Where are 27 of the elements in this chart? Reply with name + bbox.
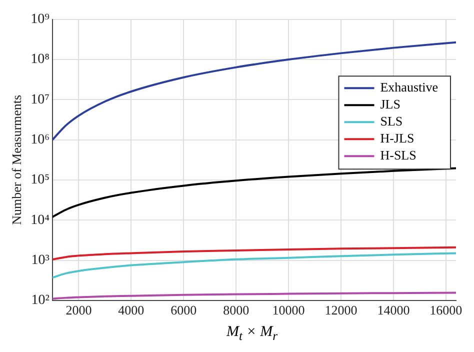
x-tick-label: 2000 bbox=[66, 302, 92, 318]
y-tick-label: 10⁹ bbox=[30, 12, 50, 28]
legend-label: SLS bbox=[380, 114, 403, 129]
x-tick-label: 6000 bbox=[170, 302, 197, 318]
x-tick-label: 16000 bbox=[430, 302, 462, 318]
legend-label: H-SLS bbox=[380, 148, 416, 163]
x-axis-title: M$_{t}$ × M$_{r}$ bbox=[225, 323, 278, 345]
line-series bbox=[52, 41, 456, 141]
legend-label: H-JLS bbox=[380, 130, 414, 146]
x-tick-label: 8000 bbox=[223, 302, 250, 318]
legend-label: Exhaustive bbox=[380, 80, 438, 95]
y-axis-title: Number of Measurments bbox=[9, 94, 24, 225]
x-tick-label: 4000 bbox=[118, 302, 144, 318]
x-tick-label: 10000 bbox=[272, 302, 305, 318]
y-tick-label: 10³ bbox=[31, 252, 50, 268]
line-series bbox=[52, 252, 456, 279]
y-tick-label: 10⁷ bbox=[30, 92, 50, 108]
y-tick-label: 10⁴ bbox=[30, 212, 50, 228]
y-tick-label: 10⁶ bbox=[30, 132, 50, 148]
y-tick-label: 10² bbox=[31, 293, 50, 308]
line-series bbox=[52, 167, 456, 218]
y-tick-label: 10⁵ bbox=[30, 172, 50, 188]
x-tick-label: 12000 bbox=[324, 302, 358, 318]
legend-label: JLS bbox=[380, 96, 400, 112]
line-series bbox=[52, 246, 456, 260]
x-tick-label: 14000 bbox=[377, 302, 410, 318]
y-tick-label: 10⁸ bbox=[30, 52, 50, 68]
